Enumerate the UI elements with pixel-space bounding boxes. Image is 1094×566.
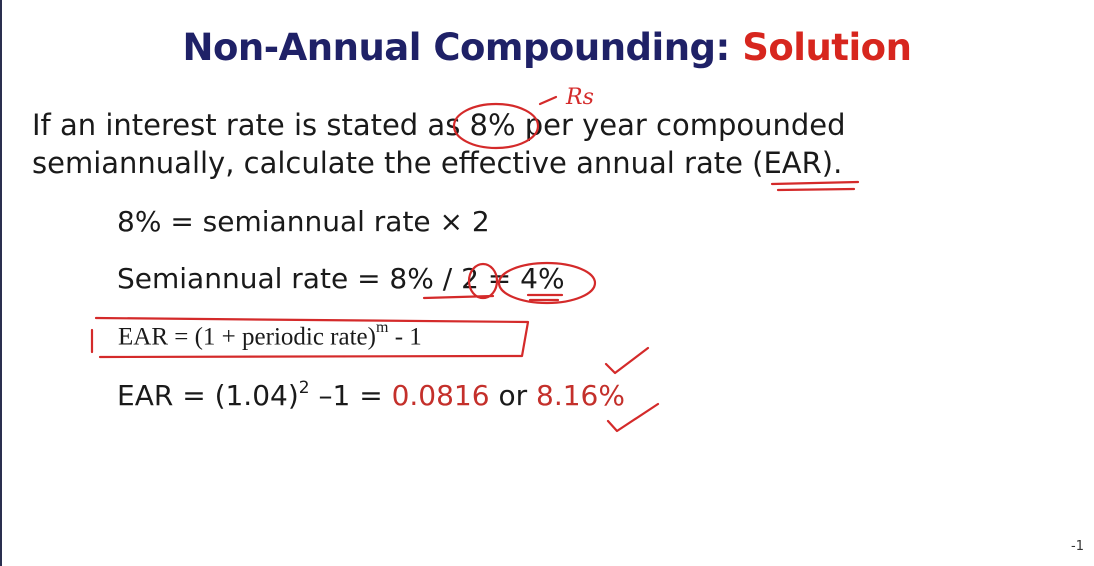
step-nominal-rate: 8% = semiannual rate × 2	[117, 205, 490, 238]
title-main: Non-Annual Compounding:	[182, 26, 731, 69]
underline-ear-mark-2	[776, 187, 856, 192]
formula-exponent: m	[375, 319, 389, 336]
ear-result-base: EAR = (1.04)	[117, 379, 299, 412]
check-mark-upper	[604, 346, 650, 375]
ear-formula: EAR = (1 + periodic rate)m - 1	[118, 319, 422, 351]
ear-result-decimal: 0.0816	[391, 379, 490, 412]
ear-result-mid: –1 =	[309, 379, 392, 412]
step-semiannual-rate: Semiannual rate = 8% / 2 = 4%	[117, 262, 565, 295]
ear-result-percent: 8.16%	[536, 379, 625, 412]
ear-result-exponent: 2	[298, 377, 310, 398]
slide-left-border	[0, 0, 2, 566]
slide-title: Non-Annual Compounding: Solution	[0, 26, 1094, 69]
underline-ear-mark	[770, 180, 860, 186]
question-line-1: If an interest rate is stated as 8% per …	[32, 108, 846, 142]
question-line-2: semiannually, calculate the effective an…	[32, 146, 843, 180]
formula-tail: - 1	[388, 323, 422, 351]
ear-result-or: or	[489, 379, 537, 412]
title-accent: Solution	[742, 26, 912, 69]
page-number: -1	[1071, 539, 1084, 554]
formula-base: EAR = (1 + periodic rate)	[118, 323, 376, 351]
underline-8-percent-mark	[422, 294, 495, 300]
rs-dash-mark	[538, 95, 558, 106]
step-ear-result: EAR = (1.04)2 –1 = 0.0816 or 8.16%	[117, 377, 625, 412]
handwritten-rs-label: Rs	[565, 85, 594, 110]
